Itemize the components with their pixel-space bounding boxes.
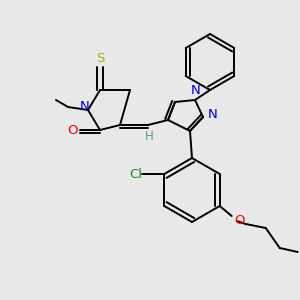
Text: N: N: [208, 107, 218, 121]
Text: N: N: [80, 100, 90, 112]
Text: H: H: [145, 130, 153, 142]
Text: O: O: [67, 124, 77, 136]
Text: S: S: [96, 52, 104, 65]
Text: O: O: [235, 214, 245, 226]
Text: N: N: [191, 85, 201, 98]
Text: Cl: Cl: [129, 167, 142, 181]
